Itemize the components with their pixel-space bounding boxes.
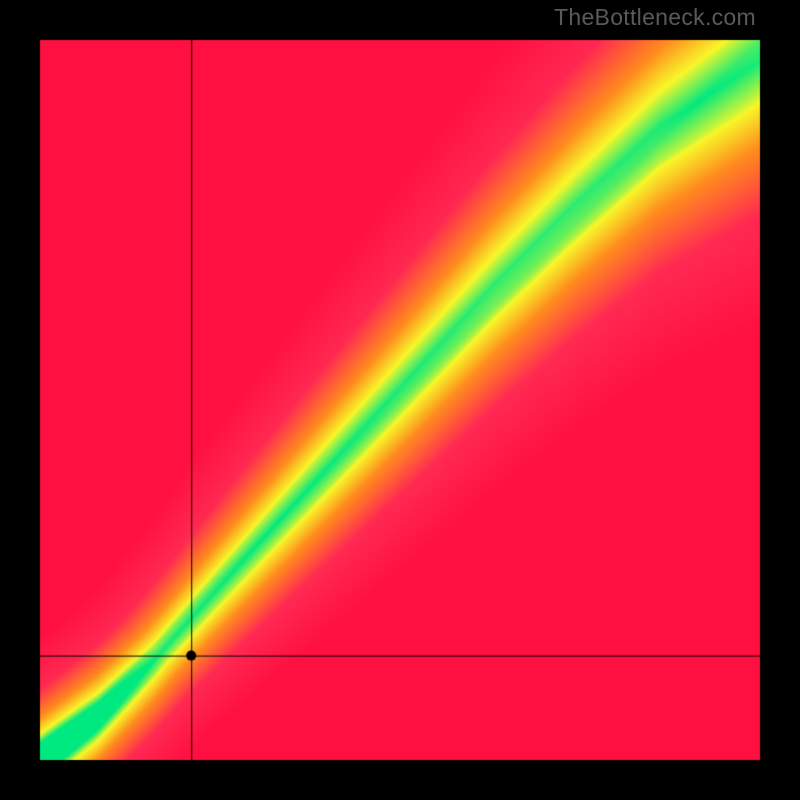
heatmap-chart — [0, 0, 800, 800]
watermark-text: TheBottleneck.com — [554, 4, 756, 31]
chart-container: TheBottleneck.com — [0, 0, 800, 800]
